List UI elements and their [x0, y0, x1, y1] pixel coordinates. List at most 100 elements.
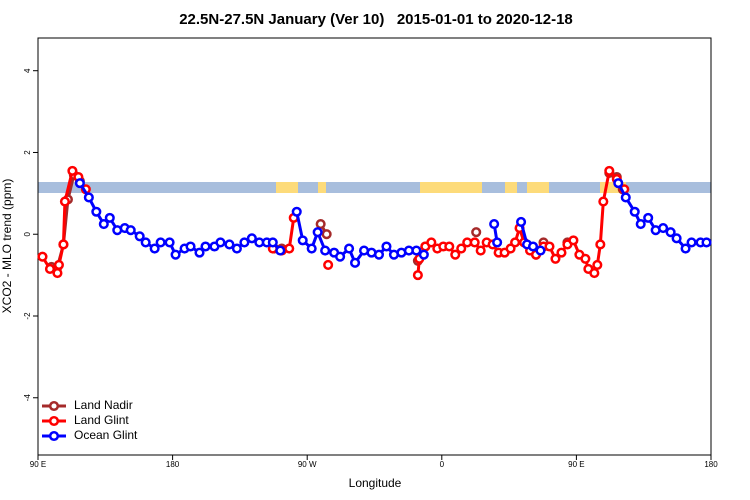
data-point — [37, 251, 48, 262]
data-point — [643, 212, 654, 223]
data-point — [589, 268, 600, 279]
legend-label: Land Nadir — [74, 398, 133, 412]
data-point — [315, 218, 326, 230]
data-point — [291, 206, 302, 217]
data-point — [568, 235, 579, 246]
data-point — [140, 237, 151, 248]
data-point — [556, 247, 567, 258]
data-point — [320, 245, 331, 256]
data-point — [104, 212, 115, 223]
x-tick-label: 0 — [440, 460, 445, 469]
data-point — [164, 237, 175, 248]
data-point — [246, 233, 257, 244]
data-point — [604, 165, 615, 176]
data-point — [284, 243, 295, 254]
data-point — [350, 257, 361, 268]
series — [74, 178, 712, 268]
data-point — [411, 245, 422, 256]
data-point — [155, 237, 166, 248]
x-tick-label: 180 — [704, 460, 718, 469]
data-point — [149, 243, 160, 254]
data-point — [312, 227, 323, 238]
data-point — [629, 206, 640, 217]
data-point — [471, 227, 482, 238]
data-point — [535, 245, 546, 256]
x-tick-label: 90 W — [298, 460, 317, 469]
data-point — [412, 270, 423, 281]
y-tick-label: 0 — [23, 231, 32, 236]
data-point — [267, 237, 278, 248]
data-point — [59, 196, 70, 207]
data-point — [239, 237, 250, 248]
data-point — [592, 259, 603, 270]
legend-label: Land Glint — [74, 413, 129, 427]
data-point — [516, 216, 527, 228]
data-point — [52, 268, 63, 279]
data-point — [450, 249, 461, 260]
data-point — [74, 178, 85, 189]
data-point — [580, 253, 591, 264]
data-point — [665, 227, 676, 238]
data-point — [469, 237, 480, 248]
data-point — [475, 245, 486, 256]
data-point — [134, 231, 145, 242]
data-point — [527, 241, 539, 252]
data-point — [373, 249, 385, 260]
data-point — [544, 241, 555, 252]
data-point — [510, 237, 521, 248]
y-axis-label: XCO2 - MLO trend (ppm) — [0, 179, 14, 314]
map-strip — [38, 182, 711, 193]
data-point — [489, 218, 500, 230]
data-point — [658, 223, 669, 234]
data-point — [701, 237, 712, 248]
data-point — [185, 241, 196, 252]
data-point — [635, 218, 646, 230]
data-point — [224, 239, 235, 250]
x-tick-label: 180 — [166, 460, 180, 469]
data-point — [83, 192, 94, 203]
data-point — [53, 259, 64, 270]
y-tick-label: 2 — [23, 150, 32, 155]
plot-frame — [37, 37, 712, 456]
data-point — [550, 253, 561, 264]
data-point — [598, 196, 609, 207]
data-point — [381, 241, 392, 252]
data-point — [418, 249, 429, 260]
legend-marker — [48, 430, 60, 442]
data-point — [620, 192, 631, 203]
data-point — [194, 247, 205, 258]
data-point — [456, 243, 467, 254]
data-point — [323, 259, 334, 270]
data-point — [686, 237, 697, 248]
y-tick-label: -2 — [23, 312, 32, 320]
data-point — [444, 241, 455, 252]
x-axis-label: Longitude — [349, 476, 402, 490]
data-point — [595, 239, 606, 250]
y-tick-label: -4 — [23, 394, 32, 402]
data-point — [426, 237, 437, 248]
x-tick-label: 90 E — [30, 460, 46, 469]
legend-marker — [48, 400, 60, 412]
data-point — [297, 235, 308, 246]
data-point — [125, 225, 136, 236]
data-point — [58, 239, 69, 250]
data-point — [321, 229, 332, 240]
data-point — [231, 243, 242, 254]
data-point — [680, 243, 691, 254]
data-point — [170, 249, 181, 260]
data-point — [671, 233, 682, 244]
data-point — [335, 251, 346, 262]
data-point — [98, 218, 109, 230]
legend-marker — [48, 415, 60, 427]
data-point — [275, 245, 286, 256]
data-point — [215, 237, 226, 248]
data-point — [200, 241, 211, 252]
data-point — [306, 243, 317, 254]
data-point — [492, 237, 503, 248]
x-tick-label: 90 E — [568, 460, 584, 469]
data-point — [44, 263, 56, 275]
y-tick-label: 4 — [23, 68, 32, 73]
data-point — [613, 178, 624, 189]
data-point — [91, 206, 102, 217]
